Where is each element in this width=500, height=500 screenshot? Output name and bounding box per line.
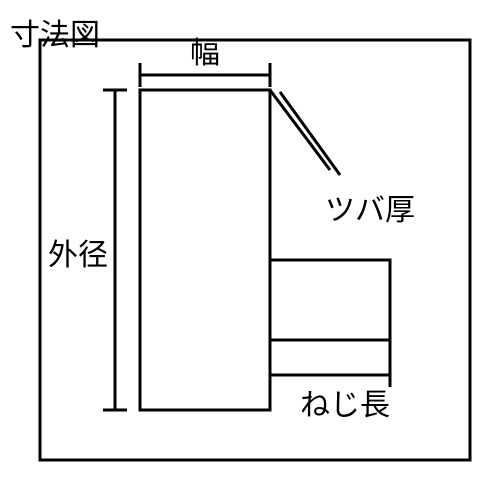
tsuba-label: ツバ厚 <box>325 185 415 229</box>
outer-label: 外径 <box>48 230 108 274</box>
thread-label: ねじ長 <box>300 380 390 424</box>
title-label: 寸法図 <box>10 10 100 54</box>
width-label: 幅 <box>190 28 220 72</box>
